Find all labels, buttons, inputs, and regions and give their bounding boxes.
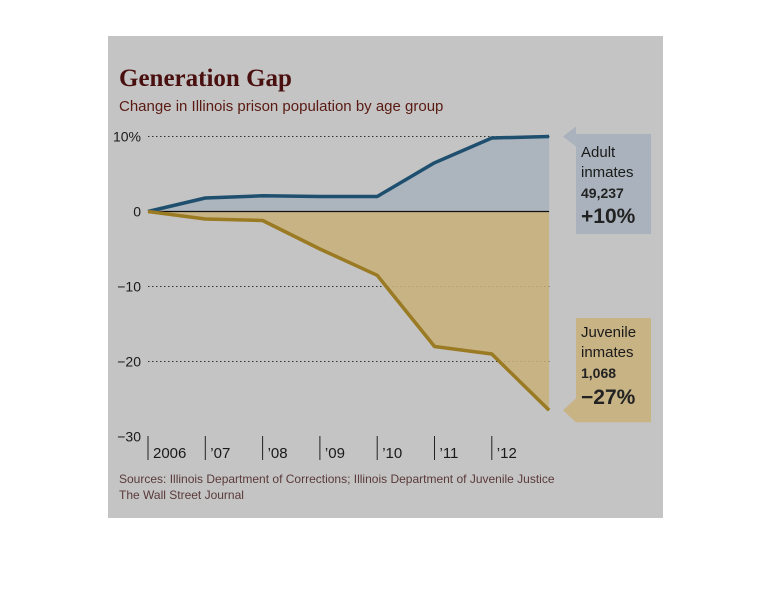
y-tick-label: 10%	[113, 129, 141, 145]
chart-subtitle: Change in Illinois prison population by …	[119, 98, 443, 115]
y-tick-label: −30	[117, 429, 141, 445]
adult-label-line2: inmates	[581, 164, 634, 181]
juvenile-label-line1: Juvenile	[581, 324, 636, 341]
x-tick-label: 2006	[153, 445, 186, 462]
x-tick-label: ’10	[382, 445, 402, 462]
juvenile-callout-box	[563, 318, 651, 423]
y-tick-label: −10	[117, 279, 141, 295]
y-tick-label: 0	[133, 204, 141, 220]
gridlines	[148, 136, 551, 362]
x-tick-label: ’07	[210, 445, 230, 462]
credit-note: The Wall Street Journal	[119, 488, 244, 502]
adult-count: 49,237	[581, 185, 624, 201]
x-tick-label: ’08	[268, 445, 288, 462]
chart-figure: Generation Gap Change in Illinois prison…	[108, 36, 663, 518]
adult-callout-box	[563, 126, 651, 234]
x-axis: 2006 ’07 ’08 ’09 ’10 ’11 ’12	[147, 436, 517, 462]
juvenile-count: 1,068	[581, 365, 616, 381]
adult-callout: Adult inmates 49,237 +10%	[563, 126, 651, 234]
line-chart: Generation Gap Change in Illinois prison…	[113, 65, 651, 502]
sources-note: Sources: Illinois Department of Correcti…	[119, 472, 555, 486]
adult-label-line1: Adult	[581, 144, 616, 161]
juvenile-change: −27%	[581, 386, 636, 409]
chart-title: Generation Gap	[119, 65, 292, 92]
adult-change: +10%	[581, 205, 636, 228]
juvenile-callout: Juvenile inmates 1,068 −27%	[563, 318, 651, 423]
y-axis: 10% 0 −10 −20 −30	[113, 129, 141, 445]
y-tick-label: −20	[117, 354, 141, 370]
area-fills	[148, 136, 550, 411]
x-tick-label: ’09	[325, 445, 345, 462]
juvenile-area-fill	[148, 211, 550, 411]
x-tick-label: ’11	[440, 445, 459, 462]
juvenile-label-line2: inmates	[581, 344, 634, 361]
adult-area-fill	[148, 136, 550, 212]
x-tick-label: ’12	[497, 445, 517, 462]
adult-series-line	[147, 134, 550, 214]
juvenile-series-line	[147, 209, 551, 412]
series-lines	[147, 134, 551, 412]
